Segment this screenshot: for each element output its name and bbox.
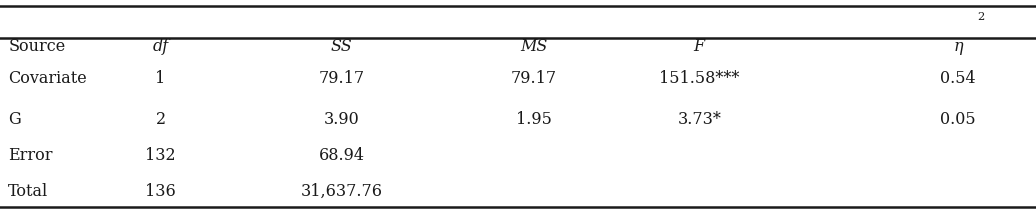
- Text: 68.94: 68.94: [319, 147, 365, 164]
- Text: SS: SS: [332, 38, 352, 55]
- Text: 3.73*: 3.73*: [678, 111, 721, 128]
- Text: 136: 136: [145, 183, 176, 200]
- Text: 2: 2: [978, 12, 984, 22]
- Text: 151.58***: 151.58***: [659, 70, 740, 87]
- Text: Error: Error: [8, 147, 53, 164]
- Text: df: df: [152, 38, 169, 55]
- Text: 79.17: 79.17: [319, 70, 365, 87]
- Text: 0.05: 0.05: [941, 111, 976, 128]
- Text: 132: 132: [145, 147, 176, 164]
- Text: 79.17: 79.17: [511, 70, 556, 87]
- Text: Total: Total: [8, 183, 49, 200]
- Text: 1: 1: [155, 70, 166, 87]
- Text: MS: MS: [520, 38, 547, 55]
- Text: Source: Source: [8, 38, 65, 55]
- Text: G: G: [8, 111, 21, 128]
- Text: 2: 2: [155, 111, 166, 128]
- Text: η: η: [953, 38, 963, 55]
- Text: 1.95: 1.95: [516, 111, 551, 128]
- Text: 0.54: 0.54: [941, 70, 976, 87]
- Text: Covariate: Covariate: [8, 70, 87, 87]
- Text: F: F: [694, 38, 704, 55]
- Text: 3.90: 3.90: [324, 111, 359, 128]
- Text: 31,637.76: 31,637.76: [300, 183, 383, 200]
